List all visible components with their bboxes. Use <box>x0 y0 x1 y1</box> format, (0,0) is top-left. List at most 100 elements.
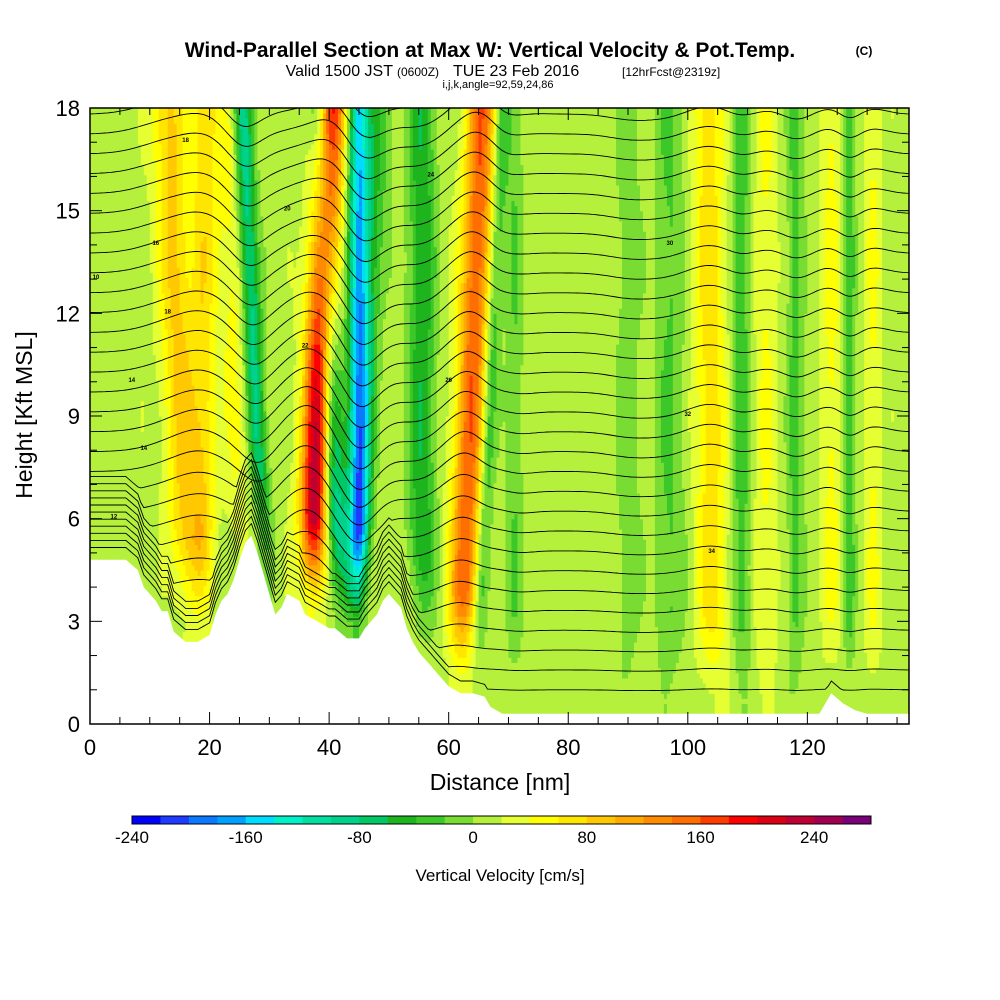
w-cell <box>90 226 94 232</box>
w-cell <box>152 287 157 294</box>
w-cell <box>167 503 172 509</box>
w-cell <box>110 513 115 520</box>
w-cell <box>107 446 112 453</box>
w-cell <box>164 487 169 494</box>
w-cell <box>113 554 118 561</box>
w-cell <box>107 215 112 222</box>
w-cell <box>134 272 139 278</box>
w-cell <box>146 395 151 402</box>
w-cell <box>116 462 121 468</box>
w-cell <box>137 108 142 114</box>
w-cell <box>110 133 115 140</box>
w-cell <box>155 513 160 520</box>
w-cell <box>149 323 154 330</box>
w-cell <box>167 457 172 463</box>
w-cell <box>128 421 133 427</box>
w-cell <box>161 605 166 612</box>
w-cell <box>164 374 169 381</box>
w-cell <box>113 210 118 217</box>
w-cell <box>131 436 136 443</box>
w-cell <box>137 498 142 504</box>
w-cell <box>116 303 121 309</box>
w-cell <box>143 493 148 499</box>
w-cell <box>158 308 163 314</box>
w-cell <box>98 523 103 530</box>
w-cell <box>107 400 112 407</box>
w-cell <box>104 482 109 489</box>
w-cell <box>143 457 148 463</box>
w-cell <box>146 262 151 268</box>
w-cell <box>158 441 163 448</box>
w-cell <box>170 185 175 191</box>
w-cell <box>101 303 106 309</box>
w-cell <box>140 246 145 253</box>
w-cell <box>101 169 106 176</box>
w-cell <box>149 313 154 320</box>
w-cell <box>98 308 103 314</box>
w-cell <box>92 251 97 258</box>
w-cell <box>161 241 166 248</box>
w-cell <box>158 585 163 592</box>
w-cell <box>107 349 112 355</box>
w-cell <box>92 159 97 166</box>
w-cell <box>92 421 97 427</box>
w-cell <box>116 251 121 258</box>
w-cell <box>137 272 142 278</box>
w-cell <box>95 395 100 402</box>
w-cell <box>110 272 115 278</box>
w-cell <box>98 267 103 273</box>
w-cell <box>134 231 139 237</box>
w-cell <box>140 477 145 484</box>
w-cell <box>92 287 97 294</box>
w-cell <box>140 308 145 314</box>
w-cell <box>140 390 145 397</box>
w-cell <box>98 133 103 140</box>
w-cell <box>116 344 121 350</box>
w-cell <box>101 133 106 140</box>
w-cell <box>170 498 175 504</box>
w-cell <box>98 395 103 402</box>
w-cell <box>113 549 118 556</box>
w-cell <box>149 344 154 350</box>
w-cell <box>95 482 100 489</box>
w-cell <box>122 431 127 438</box>
w-cell <box>170 528 175 535</box>
w-cell <box>128 554 133 561</box>
w-cell <box>137 374 142 381</box>
w-cell <box>90 364 94 371</box>
w-cell <box>119 508 124 515</box>
w-cell <box>143 297 148 304</box>
w-cell <box>92 539 97 545</box>
w-cell <box>131 482 136 489</box>
w-cell <box>92 143 97 150</box>
w-cell <box>104 205 109 212</box>
w-cell <box>107 472 112 479</box>
w-cell <box>95 169 100 176</box>
w-cell <box>158 539 163 545</box>
w-cell <box>116 369 121 376</box>
w-cell <box>134 472 139 479</box>
w-cell <box>140 118 145 124</box>
w-cell <box>104 154 109 160</box>
w-cell <box>122 210 127 217</box>
w-cell <box>137 467 142 474</box>
w-cell <box>92 446 97 453</box>
w-cell <box>137 333 142 340</box>
w-cell <box>98 359 103 366</box>
w-cell <box>149 154 154 160</box>
w-cell <box>90 472 94 479</box>
w-cell <box>110 508 115 515</box>
w-cell <box>140 349 145 355</box>
w-cell <box>98 354 103 361</box>
w-cell <box>122 416 127 422</box>
w-cell <box>101 323 106 330</box>
w-cell <box>92 262 97 268</box>
w-cell <box>164 405 169 412</box>
w-cell <box>113 113 118 119</box>
w-cell <box>90 554 94 561</box>
w-cell <box>140 205 145 212</box>
w-cell <box>158 303 163 309</box>
w-cell <box>98 400 103 407</box>
w-cell <box>110 339 115 345</box>
w-cell <box>146 118 151 124</box>
